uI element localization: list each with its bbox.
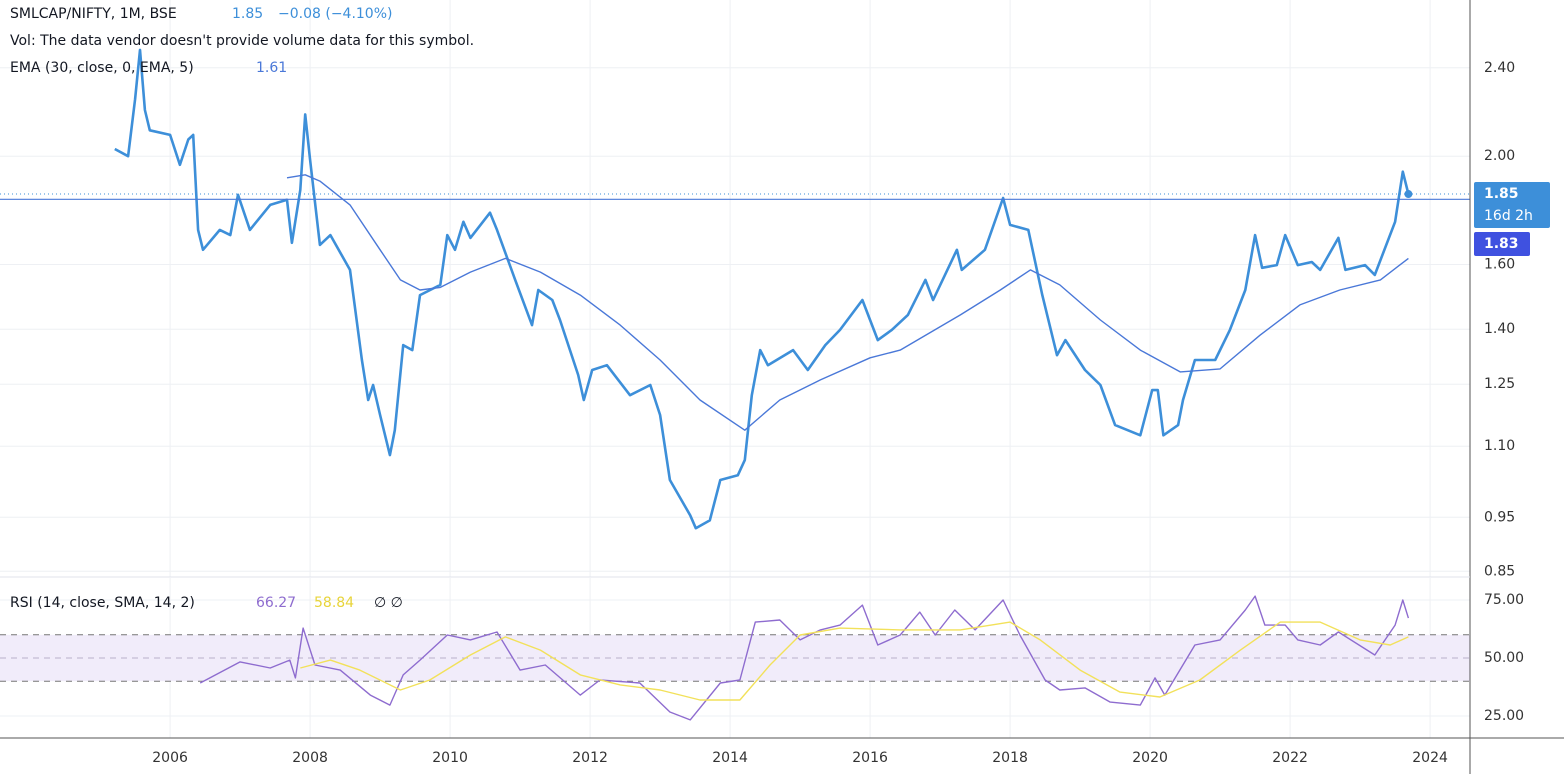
series-line: [114, 48, 1410, 530]
last-value: 1.85: [232, 6, 263, 22]
rsi-value: 66.27: [256, 595, 296, 611]
change: −0.08 (−4.10%): [278, 6, 392, 22]
y-tick-label: 25.00: [1484, 708, 1524, 724]
y-tick-label: 1.60: [1484, 256, 1515, 272]
price-line-box: [1474, 232, 1530, 257]
series-line: [199, 595, 1410, 721]
series-line: [300, 621, 1409, 701]
y-tick-label: 2.00: [1484, 148, 1515, 164]
y-tick-label: 75.00: [1484, 592, 1524, 608]
sma-value: 58.84: [314, 595, 354, 611]
y-tick-label: 50.00: [1484, 650, 1524, 666]
y-tick-label: 2.40: [1484, 60, 1515, 76]
x-tick-label: 2014: [712, 750, 748, 766]
x-tick-label: 2018: [992, 750, 1028, 766]
volume-note: Vol: The data vendor doesn't provide vol…: [10, 33, 474, 49]
ema-legend: EMA (30, close, 0, EMA, 5): [10, 60, 194, 76]
last-price-box: [1474, 182, 1550, 229]
y-tick-label: 1.40: [1484, 321, 1515, 337]
x-tick-label: 2016: [852, 750, 888, 766]
last-price-label: 1.85: [1484, 186, 1519, 202]
x-tick-label: 2010: [432, 750, 468, 766]
x-tick-label: 2024: [1412, 750, 1448, 766]
labels: SMLCAP/NIFTY, 1M, BSE 1.85 −0.08 (−4.10%…: [10, 6, 1550, 766]
price-line-label: 1.83: [1484, 236, 1519, 252]
extra: ∅ ∅: [374, 595, 403, 611]
x-tick-label: 2012: [572, 750, 608, 766]
x-tick-label: 2020: [1132, 750, 1168, 766]
countdown-label: 16d 2h: [1484, 208, 1533, 224]
y-tick-label: 0.95: [1484, 509, 1515, 525]
y-tick-label: 0.85: [1484, 563, 1515, 579]
x-tick-label: 2022: [1272, 750, 1308, 766]
rsi-legend: RSI (14, close, SMA, 14, 2): [10, 595, 195, 611]
marks: [0, 48, 1470, 721]
ema-value: 1.61: [256, 60, 287, 76]
y-tick-label: 1.10: [1484, 438, 1515, 454]
x-tick-label: 2008: [292, 750, 328, 766]
x-tick-label: 2006: [152, 750, 188, 766]
series-line: [286, 174, 1409, 431]
y-tick-label: 1.25: [1484, 376, 1515, 392]
symbol: SMLCAP/NIFTY, 1M, BSE: [10, 6, 177, 22]
last-point: [1404, 190, 1413, 199]
